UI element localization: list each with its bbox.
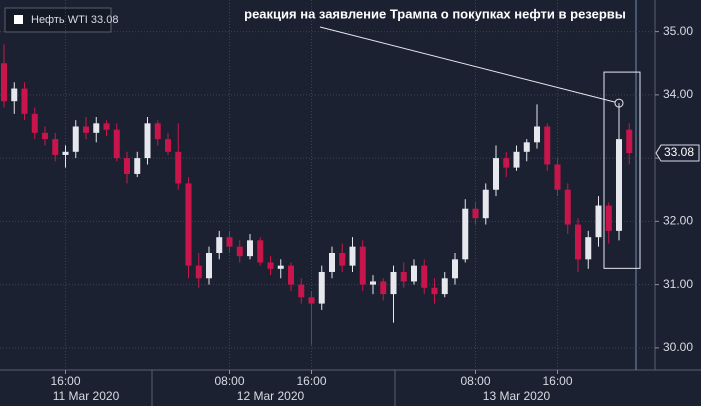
candle-body xyxy=(585,237,592,260)
x-tick-label: 08:00 xyxy=(460,374,490,388)
x-tick-label: 08:00 xyxy=(214,374,244,388)
last-price-label: 33.08 xyxy=(664,145,694,159)
candle-body xyxy=(298,284,305,298)
candle-body xyxy=(144,123,151,159)
annotation-marker xyxy=(614,98,624,108)
candle-body xyxy=(605,205,612,231)
candle-body xyxy=(154,123,161,140)
y-tick-label: 32.00 xyxy=(663,214,693,228)
candle-body xyxy=(247,240,253,257)
candle-body xyxy=(21,88,28,114)
highlight-box xyxy=(603,71,641,269)
candle-body xyxy=(288,265,294,285)
candle-body xyxy=(113,129,120,159)
y-tick-label: 31.00 xyxy=(663,277,693,291)
candle-body xyxy=(421,265,428,288)
candle-body xyxy=(564,189,571,225)
candle-body xyxy=(400,271,407,282)
candle-body xyxy=(267,262,274,269)
candle-body xyxy=(226,237,233,247)
y-tick-label: 30.00 xyxy=(663,340,693,354)
candle-body xyxy=(206,252,212,279)
candle-body xyxy=(482,189,489,219)
candle-body xyxy=(93,123,100,133)
candle-body xyxy=(216,237,223,253)
candle-body xyxy=(52,139,59,155)
annotation: реакция на заявление Трампа о покупках н… xyxy=(244,6,626,21)
candle-body xyxy=(554,164,561,190)
legend-swatch xyxy=(14,15,23,24)
candle-body xyxy=(236,246,243,257)
candle-body xyxy=(134,158,141,174)
candle-body xyxy=(318,271,325,304)
candle-body xyxy=(575,224,581,260)
candle-body xyxy=(195,265,202,279)
candle-body xyxy=(72,126,79,152)
date-label: 11 Mar 2020 xyxy=(53,389,120,403)
legend-label: Нефть WTI 33.08 xyxy=(31,14,118,26)
candle-body xyxy=(472,208,479,219)
candle-body xyxy=(411,265,417,282)
candle-body xyxy=(595,205,602,238)
candle-body xyxy=(329,252,335,272)
candle-body xyxy=(370,281,376,285)
candle-body xyxy=(523,142,530,152)
date-label: 13 Mar 2020 xyxy=(483,389,551,403)
candle-body xyxy=(308,297,315,304)
y-tick-label: 34.00 xyxy=(663,87,693,101)
candle-body xyxy=(534,126,540,143)
candle-body xyxy=(616,139,622,231)
date-label: 12 Mar 2020 xyxy=(237,389,305,403)
candle-body xyxy=(165,139,171,152)
candle-body xyxy=(339,252,346,266)
candle-body xyxy=(431,287,438,295)
candle-body xyxy=(441,278,448,295)
candle-body xyxy=(175,151,182,184)
candle-body xyxy=(380,281,387,295)
candle-body xyxy=(493,158,499,190)
x-tick-label: 16:00 xyxy=(50,374,80,388)
y-tick-label: 35.00 xyxy=(663,24,693,38)
annotation-pointer xyxy=(319,26,616,103)
candle-body xyxy=(503,158,510,168)
candle-body xyxy=(11,88,18,102)
candle-body xyxy=(544,126,551,165)
candle-body xyxy=(513,151,520,168)
candle-body xyxy=(62,151,69,155)
candle-body xyxy=(626,129,633,154)
last-price-box xyxy=(655,144,700,162)
candle-body xyxy=(83,126,89,133)
candle-body xyxy=(124,158,130,174)
candle-body xyxy=(42,132,48,140)
candle-body xyxy=(185,183,192,266)
candle-body xyxy=(452,259,458,279)
legend: Нефть WTI 33.08 xyxy=(4,7,118,33)
candle-body xyxy=(359,246,366,285)
candle-body xyxy=(277,265,284,269)
candle-body xyxy=(462,208,469,260)
candle-body xyxy=(257,240,264,263)
candle-body xyxy=(103,123,110,130)
candle-body xyxy=(390,271,397,295)
candle-body xyxy=(1,63,7,102)
x-tick-label: 16:00 xyxy=(296,374,326,388)
x-tick-label: 16:00 xyxy=(542,374,572,388)
candle-body xyxy=(31,113,38,133)
candle-body xyxy=(349,246,356,266)
